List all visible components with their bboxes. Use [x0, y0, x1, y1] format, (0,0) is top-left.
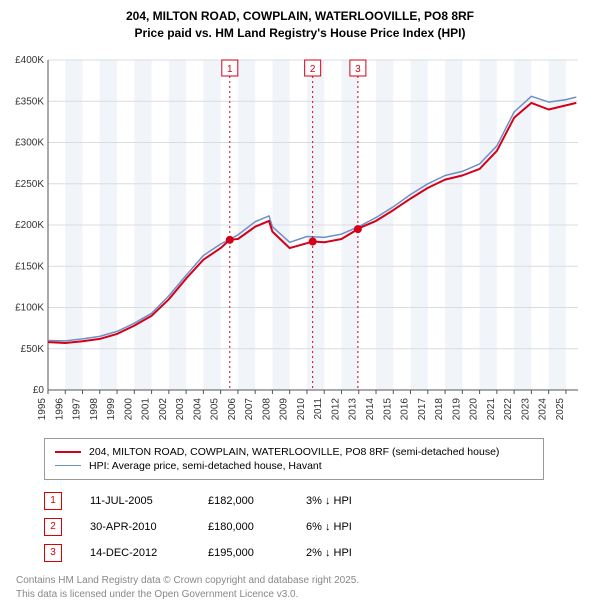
svg-text:£400K: £400K — [15, 55, 44, 66]
svg-text:2019: 2019 — [451, 397, 462, 420]
svg-text:3: 3 — [355, 64, 361, 75]
svg-text:2017: 2017 — [417, 397, 428, 420]
svg-text:2023: 2023 — [520, 397, 531, 420]
svg-text:2021: 2021 — [486, 397, 497, 420]
sales-table: 1 11-JUL-2005 £182,000 3% ↓ HPI 2 30-APR… — [44, 488, 592, 566]
sale-badge: 3 — [44, 544, 62, 562]
svg-text:2008: 2008 — [261, 397, 272, 420]
svg-text:1995: 1995 — [37, 397, 48, 420]
sale-diff: 6% ↓ HPI — [306, 521, 386, 533]
svg-text:2022: 2022 — [503, 397, 514, 420]
svg-text:£150K: £150K — [15, 261, 44, 272]
sale-badge: 2 — [44, 518, 62, 536]
chart-svg: £0 £50K £100K £150K £200K £250K £300K £350K £400… — [8, 50, 592, 430]
attribution-line-1: Contains HM Land Registry data © Crown c… — [16, 574, 592, 588]
sale-badge: 1 — [44, 492, 62, 510]
legend-swatch — [55, 451, 81, 453]
svg-text:2006: 2006 — [227, 397, 238, 420]
chart-plot: £0 £50K £100K £150K £200K £250K £300K £350K £400… — [8, 50, 592, 430]
svg-text:2009: 2009 — [279, 397, 290, 420]
legend-item-property: 204, MILTON ROAD, COWPLAIN, WATERLOOVILL… — [55, 445, 533, 459]
sales-row: 3 14-DEC-2012 £195,000 2% ↓ HPI — [44, 540, 592, 566]
svg-text:2014: 2014 — [365, 397, 376, 420]
svg-text:2002: 2002 — [158, 397, 169, 420]
sale-price: £195,000 — [208, 547, 278, 559]
sale-diff: 2% ↓ HPI — [306, 547, 386, 559]
legend-swatch — [55, 465, 81, 467]
svg-text:1: 1 — [227, 64, 233, 75]
svg-text:1997: 1997 — [72, 397, 83, 420]
chart-container: 204, MILTON ROAD, COWPLAIN, WATERLOOVILL… — [0, 0, 600, 610]
svg-text:2016: 2016 — [400, 397, 411, 420]
svg-text:£350K: £350K — [15, 96, 44, 107]
sale-price: £182,000 — [208, 495, 278, 507]
svg-text:£200K: £200K — [15, 220, 44, 231]
svg-text:2011: 2011 — [313, 397, 324, 419]
svg-text:2001: 2001 — [141, 397, 152, 420]
legend-item-hpi: HPI: Average price, semi-detached house,… — [55, 459, 533, 473]
svg-text:2012: 2012 — [330, 397, 341, 420]
svg-text:£50K: £50K — [21, 343, 45, 354]
svg-text:2005: 2005 — [210, 397, 221, 420]
svg-text:2020: 2020 — [469, 397, 480, 420]
svg-text:£0: £0 — [33, 385, 45, 396]
legend-label: 204, MILTON ROAD, COWPLAIN, WATERLOOVILL… — [89, 446, 499, 458]
svg-text:1998: 1998 — [89, 397, 100, 420]
sale-date: 11-JUL-2005 — [90, 495, 180, 507]
chart-title: 204, MILTON ROAD, COWPLAIN, WATERLOOVILL… — [8, 8, 592, 42]
svg-text:2024: 2024 — [538, 397, 549, 420]
sales-row: 1 11-JUL-2005 £182,000 3% ↓ HPI — [44, 488, 592, 514]
svg-text:2015: 2015 — [382, 397, 393, 420]
svg-text:2004: 2004 — [192, 397, 203, 420]
legend: 204, MILTON ROAD, COWPLAIN, WATERLOOVILL… — [44, 438, 544, 480]
sales-row: 2 30-APR-2010 £180,000 6% ↓ HPI — [44, 514, 592, 540]
sale-date: 14-DEC-2012 — [90, 547, 180, 559]
sale-date: 30-APR-2010 — [90, 521, 180, 533]
svg-text:2018: 2018 — [434, 397, 445, 420]
svg-text:2025: 2025 — [555, 397, 566, 420]
legend-label: HPI: Average price, semi-detached house,… — [89, 460, 322, 472]
svg-text:£300K: £300K — [15, 137, 44, 148]
title-line-2: Price paid vs. HM Land Registry's House … — [8, 25, 592, 42]
svg-text:1999: 1999 — [106, 397, 117, 420]
sale-diff: 3% ↓ HPI — [306, 495, 386, 507]
svg-text:£100K: £100K — [15, 302, 44, 313]
title-line-1: 204, MILTON ROAD, COWPLAIN, WATERLOOVILL… — [8, 8, 592, 25]
svg-text:2010: 2010 — [296, 397, 307, 420]
svg-text:£250K: £250K — [15, 178, 44, 189]
svg-text:2007: 2007 — [244, 397, 255, 420]
svg-text:1996: 1996 — [54, 397, 65, 420]
sale-price: £180,000 — [208, 521, 278, 533]
svg-text:2013: 2013 — [348, 397, 359, 420]
svg-text:2000: 2000 — [123, 397, 134, 420]
svg-text:2: 2 — [310, 64, 316, 75]
svg-text:2003: 2003 — [175, 397, 186, 420]
attribution: Contains HM Land Registry data © Crown c… — [16, 574, 592, 602]
